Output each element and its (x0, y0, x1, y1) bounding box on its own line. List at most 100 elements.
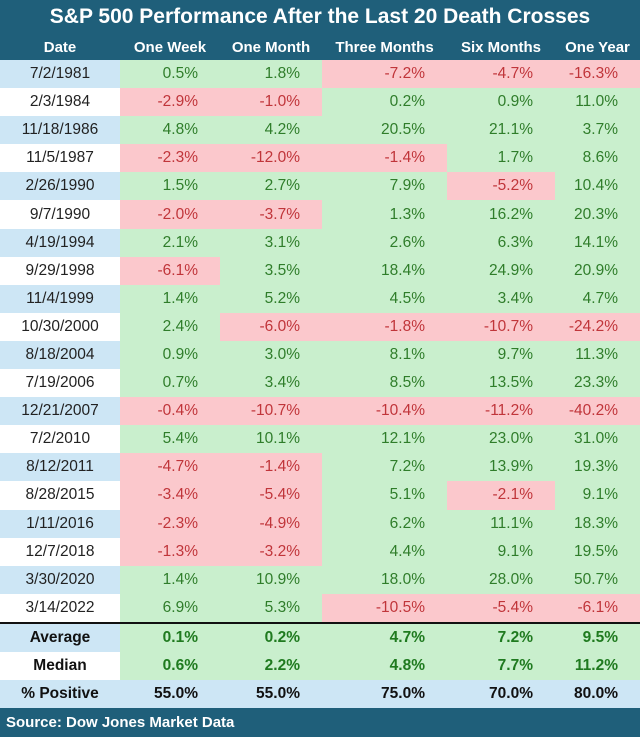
summary-row: % Positive 55.0% 55.0% 75.0% 70.0% 80.0% (0, 680, 640, 709)
return-cell: 1.4% (120, 284, 220, 313)
column-header: Three Months (322, 34, 447, 60)
return-cell: -1.3% (120, 537, 220, 566)
date-cell: 11/5/1987 (0, 144, 120, 173)
return-cell: 5.3% (220, 593, 322, 623)
return-cell: 0.2% (322, 88, 447, 117)
header-row: Date One Week One Month Three Months Six Mon… (0, 34, 640, 60)
return-cell: -1.0% (220, 88, 322, 117)
return-cell: 3.4% (220, 369, 322, 398)
return-cell: 4.8% (120, 116, 220, 145)
return-cell: 13.9% (447, 453, 555, 482)
return-cell: -2.3% (120, 144, 220, 173)
return-cell: -2.3% (120, 509, 220, 538)
return-cell: -4.7% (120, 453, 220, 482)
return-cell: 20.3% (555, 200, 640, 229)
return-cell: 5.2% (220, 284, 322, 313)
source-note: Source: Dow Jones Market Data (0, 708, 640, 737)
return-cell: 1.7% (447, 144, 555, 173)
return-cell: 18.0% (322, 565, 447, 594)
table-row: 7/2/2010 5.4% 10.1% 12.1% 23.0% 31.0% (0, 425, 640, 454)
return-cell: 8.6% (555, 144, 640, 173)
table-row: 7/19/2006 0.7% 3.4% 8.5% 13.5% 23.3% (0, 369, 640, 398)
return-cell: 11.0% (555, 88, 640, 117)
return-cell: 19.5% (555, 537, 640, 566)
return-cell: 8.5% (322, 369, 447, 398)
return-cell: 16.2% (447, 200, 555, 229)
return-cell: 7.2% (322, 453, 447, 482)
date-cell: 12/21/2007 (0, 397, 120, 426)
column-header: One Year (555, 34, 640, 60)
return-cell: 20.5% (322, 116, 447, 145)
return-cell: 6.2% (322, 509, 447, 538)
return-cell: -7.2% (322, 60, 447, 89)
return-cell: 0.7% (120, 369, 220, 398)
return-cell: 19.3% (555, 453, 640, 482)
return-cell: 2.4% (120, 312, 220, 341)
return-cell: 1.3% (322, 200, 447, 229)
summary-value: 7.2% (447, 621, 555, 652)
summary-row: Average 0.1% 0.2% 4.7% 7.2% 9.5% (0, 621, 640, 652)
return-cell: 4.2% (220, 116, 322, 145)
return-cell: -2.0% (120, 200, 220, 229)
return-cell: -6.1% (120, 256, 220, 285)
return-cell: 20.9% (555, 256, 640, 285)
table-row: 8/12/2011 -4.7% -1.4% 7.2% 13.9% 19.3% (0, 453, 640, 482)
return-cell: -12.0% (220, 144, 322, 173)
column-header: Date (0, 34, 120, 60)
return-cell: -2.1% (447, 481, 555, 510)
return-cell: 1.5% (120, 172, 220, 201)
table-row: 3/14/2022 6.9% 5.3% -10.5% -5.4% -6.1% (0, 593, 640, 623)
date-cell: 8/28/2015 (0, 481, 120, 510)
table-row: 11/4/1999 1.4% 5.2% 4.5% 3.4% 4.7% (0, 284, 640, 313)
return-cell: 11.1% (447, 509, 555, 538)
return-cell: -0.4% (120, 397, 220, 426)
return-cell: -11.2% (447, 397, 555, 426)
summary-value: 75.0% (322, 680, 447, 709)
table-title: S&P 500 Performance After the Last 20 De… (0, 0, 640, 34)
table-row: 9/29/1998 -6.1% 3.5% 18.4% 24.9% 20.9% (0, 256, 640, 285)
return-cell: -4.7% (447, 60, 555, 89)
return-cell: 2.6% (322, 228, 447, 257)
table-row: 3/30/2020 1.4% 10.9% 18.0% 28.0% 50.7% (0, 565, 640, 594)
table-row: 12/7/2018 -1.3% -3.2% 4.4% 9.1% 19.5% (0, 537, 640, 566)
return-cell: -16.3% (555, 60, 640, 89)
return-cell: -5.4% (220, 481, 322, 510)
return-cell: 1.4% (120, 565, 220, 594)
table-row: 9/7/1990 -2.0% -3.7% 1.3% 16.2% 20.3% (0, 200, 640, 229)
return-cell: 13.5% (447, 369, 555, 398)
return-cell: 31.0% (555, 425, 640, 454)
return-cell: -5.2% (447, 172, 555, 201)
return-cell: 50.7% (555, 565, 640, 594)
summary-value: 0.6% (120, 651, 220, 681)
summary-label: Median (0, 651, 120, 681)
return-cell: -3.7% (220, 200, 322, 229)
return-cell: -6.0% (220, 312, 322, 341)
summary-value: 70.0% (447, 680, 555, 709)
column-header: One Month (220, 34, 322, 60)
return-cell: 0.9% (120, 340, 220, 370)
return-cell: -10.7% (447, 312, 555, 341)
summary-row: Median 0.6% 2.2% 4.8% 7.7% 11.2% (0, 651, 640, 681)
return-cell: 5.1% (322, 481, 447, 510)
summary-value: 9.5% (555, 621, 640, 652)
return-cell: 3.4% (447, 284, 555, 313)
table-row: 8/18/2004 0.9% 3.0% 8.1% 9.7% 11.3% (0, 340, 640, 370)
return-cell: 21.1% (447, 116, 555, 145)
summary-value: 11.2% (555, 651, 640, 681)
return-cell: 23.0% (447, 425, 555, 454)
return-cell: 1.8% (220, 60, 322, 89)
return-cell: 14.1% (555, 228, 640, 257)
summary-value: 0.1% (120, 621, 220, 652)
date-cell: 2/26/1990 (0, 172, 120, 201)
return-cell: 28.0% (447, 565, 555, 594)
date-cell: 3/30/2020 (0, 565, 120, 594)
return-cell: 3.7% (555, 116, 640, 145)
return-cell: 9.7% (447, 340, 555, 370)
return-cell: -1.4% (322, 144, 447, 173)
summary-value: 55.0% (120, 680, 220, 709)
table-row: 12/21/2007 -0.4% -10.7% -10.4% -11.2% -40.2% (0, 397, 640, 426)
performance-table: Date One Week One Month Three Months Six Mon… (0, 34, 640, 709)
return-cell: 18.4% (322, 256, 447, 285)
table-row: 11/5/1987 -2.3% -12.0% -1.4% 1.7% 8.6% (0, 144, 640, 173)
return-cell: 23.3% (555, 369, 640, 398)
